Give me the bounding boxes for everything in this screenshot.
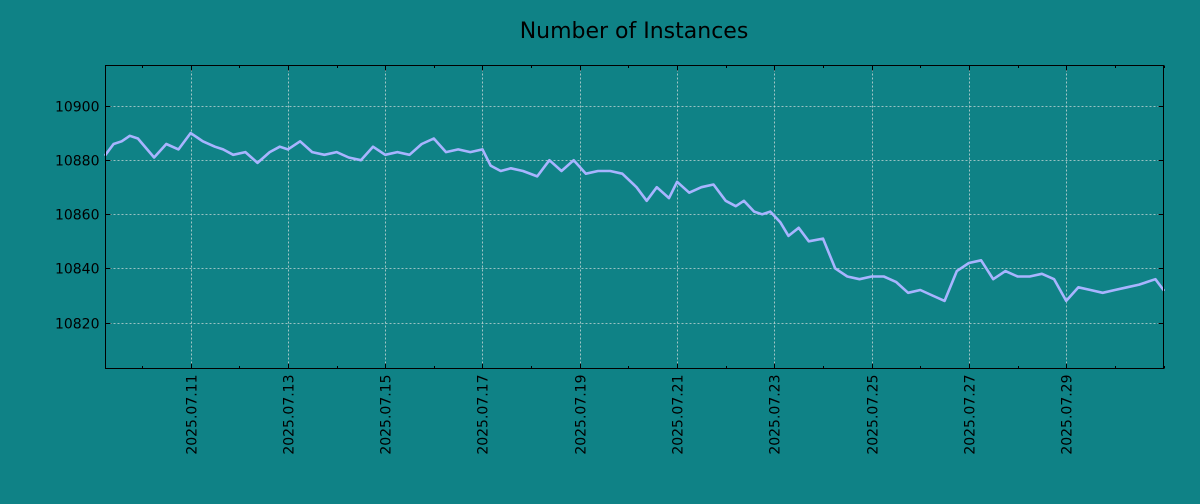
plot-area-frame	[105, 65, 1164, 369]
y-tick-label: 10820	[55, 317, 100, 333]
x-tick-label: 2025.07.25	[866, 375, 882, 455]
x-tick-label: 2025.07.17	[476, 375, 492, 455]
y-tick-label: 10840	[55, 262, 100, 278]
y-tick-label: 10860	[55, 208, 100, 224]
chart-title: Number of Instances	[520, 19, 749, 44]
y-axis: 10820 10840 10860 10880 10900	[55, 100, 1164, 333]
x-tick-label: 2025.07.21	[671, 375, 687, 455]
series-line	[104, 131, 1165, 303]
series-layer	[104, 131, 1165, 303]
x-tick-label: 2025.07.11	[185, 375, 201, 455]
grid	[105, 65, 1164, 369]
x-tick-label: 2025.07.27	[963, 375, 979, 455]
x-tick-label: 2025.07.23	[768, 375, 784, 455]
x-tick-label: 2025.07.15	[379, 375, 395, 455]
y-tick-label: 10900	[55, 100, 100, 116]
x-axis: 2025.07.11 2025.07.13 2025.07.15 2025.07.17…	[142, 65, 1165, 455]
x-tick-label: 2025.07.29	[1060, 375, 1076, 455]
y-tick-label: 10880	[55, 154, 100, 170]
x-tick-label: 2025.07.19	[574, 375, 590, 455]
x-tick-label: 2025.07.13	[282, 375, 298, 455]
